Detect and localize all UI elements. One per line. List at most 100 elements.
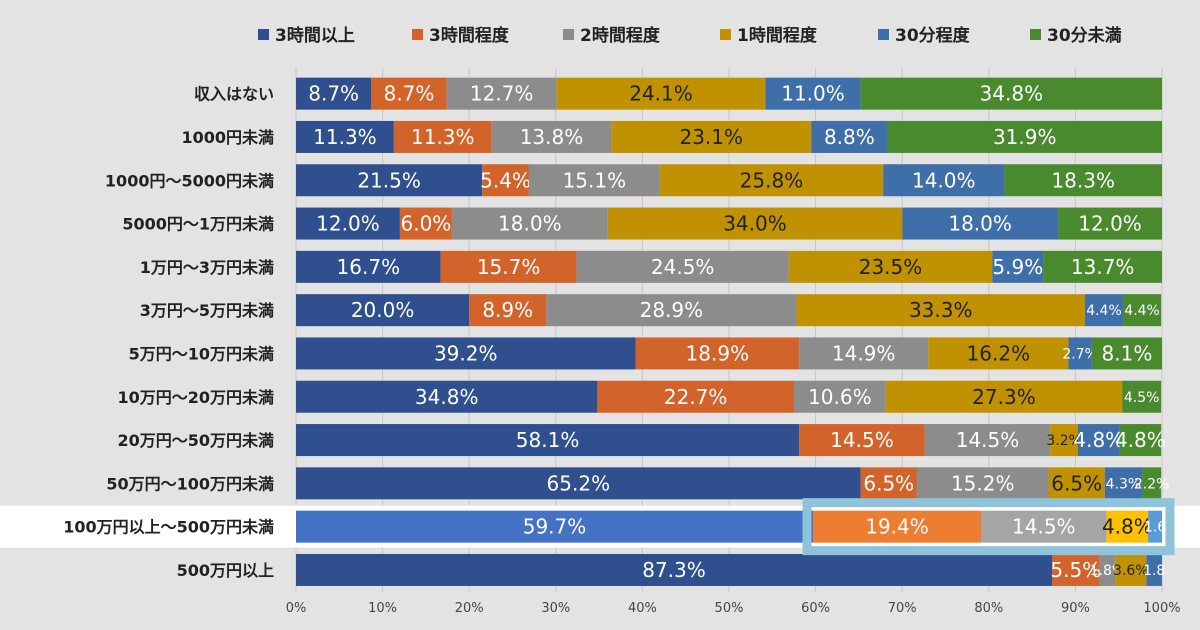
data-label: 4.4% (1124, 303, 1160, 319)
legend-label: 3時間以上 (275, 25, 355, 46)
bar-segment (799, 424, 925, 457)
bar-segment (796, 294, 1085, 327)
legend-label: 1時間程度 (737, 25, 818, 46)
data-label: 5.5% (1050, 558, 1101, 582)
bar-segment (611, 120, 812, 153)
bar-segment (371, 77, 447, 110)
data-label: 34.0% (723, 212, 787, 236)
bar-segment (296, 164, 483, 197)
bar-segment (793, 380, 886, 413)
bar-segment (1084, 294, 1124, 327)
category-label: 500万円以上 (177, 561, 274, 580)
data-label: 8.7% (308, 82, 359, 106)
bar-segment (1068, 337, 1092, 370)
data-label: 4.8% (1115, 428, 1166, 452)
bar-segment (659, 164, 884, 197)
data-label: 12.0% (1078, 212, 1142, 236)
legend-label: 30分未満 (1047, 25, 1122, 46)
bar-segment (860, 467, 917, 500)
data-label: 18.3% (1051, 168, 1115, 192)
data-label: 25.8% (740, 168, 804, 192)
data-label: 6.5% (1051, 471, 1102, 495)
bar-segment (597, 380, 794, 413)
bar-segment (1146, 553, 1162, 586)
bar-segment (1004, 164, 1162, 197)
data-label: 23.5% (859, 255, 923, 279)
bar-segment (635, 337, 800, 370)
data-label: 22.7% (664, 385, 728, 409)
data-label: 14.5% (956, 428, 1020, 452)
bar-segment (528, 164, 660, 197)
bar-segment (296, 553, 1053, 586)
category-label: 10万円～20万円未満 (117, 388, 274, 407)
x-tick-label: 40% (628, 601, 657, 616)
data-label: 5.9% (992, 255, 1043, 279)
data-label: 28.9% (640, 298, 704, 322)
data-label: 24.5% (651, 255, 715, 279)
data-label: 1.8 (1143, 563, 1165, 579)
bar-segment (482, 164, 529, 197)
bar-segment (916, 467, 1049, 500)
category-label: 1万円～3万円未満 (140, 258, 274, 277)
legend-label: 30分程度 (895, 25, 971, 46)
bar-segment (1099, 553, 1116, 586)
bar-segment (1058, 207, 1162, 240)
data-label: 14.0% (912, 168, 976, 192)
bar-segment (811, 120, 888, 153)
category-label: 5万円～10万円未満 (129, 344, 274, 363)
legend-swatch (1030, 29, 1041, 40)
data-label: 1.6 (1144, 520, 1166, 536)
bar-segment (296, 207, 400, 240)
data-label: 18.9% (686, 341, 750, 365)
bar-segment (296, 380, 598, 413)
data-label: 10.6% (808, 385, 872, 409)
x-tick-label: 0% (286, 601, 307, 616)
x-tick-label: 70% (888, 601, 917, 616)
bar-segment (393, 120, 492, 153)
legend-swatch (563, 29, 574, 40)
data-label: 16.2% (967, 341, 1031, 365)
data-label: 3.6% (1113, 563, 1149, 579)
category-label: 5000円～1万円未満 (122, 215, 274, 234)
data-label: 3.2% (1046, 433, 1082, 449)
data-label: 12.7% (470, 82, 534, 106)
data-label: 18.0% (498, 212, 562, 236)
bar-segment (1052, 553, 1100, 586)
bar-segment (556, 77, 766, 110)
data-label: 20.0% (351, 298, 415, 322)
bar-segment (469, 294, 547, 327)
data-label: 4.5% (1124, 390, 1160, 406)
bar-segment (1050, 424, 1078, 457)
x-tick-label: 20% (455, 601, 484, 616)
data-label: 13.7% (1071, 255, 1135, 279)
data-label: 12.0% (316, 212, 380, 236)
data-label: 5.4% (480, 168, 531, 192)
data-label: 8.1% (1102, 341, 1153, 365)
data-label: 14.9% (832, 341, 896, 365)
data-label: 2.2% (1134, 476, 1170, 492)
data-label: 27.3% (972, 385, 1036, 409)
bar-segment (1142, 467, 1162, 500)
bar-segment (1119, 424, 1162, 457)
data-label: 8.8% (824, 125, 875, 149)
bar-segment (296, 120, 394, 153)
data-label: 15.2% (951, 471, 1015, 495)
bar-segment (860, 77, 1162, 110)
data-label: 24.1% (629, 82, 693, 106)
bar-segment (1148, 510, 1162, 543)
bar-segment (296, 510, 814, 543)
data-label: 16.7% (337, 255, 401, 279)
data-label: 4.8% (1102, 515, 1153, 539)
bar-segment (446, 77, 557, 110)
bar-segment (1122, 380, 1162, 413)
data-label: 11.3% (411, 125, 475, 149)
bar-segment (883, 164, 1005, 197)
data-label: 34.8% (980, 82, 1044, 106)
category-label: 50万円～100万円未満 (106, 474, 274, 493)
bar-segment (924, 424, 1051, 457)
x-tick-label: 50% (715, 601, 744, 616)
data-label: 21.5% (357, 168, 421, 192)
x-tick-label: 90% (1061, 601, 1090, 616)
bar-segment (902, 207, 1059, 240)
bar-segment (1077, 424, 1120, 457)
